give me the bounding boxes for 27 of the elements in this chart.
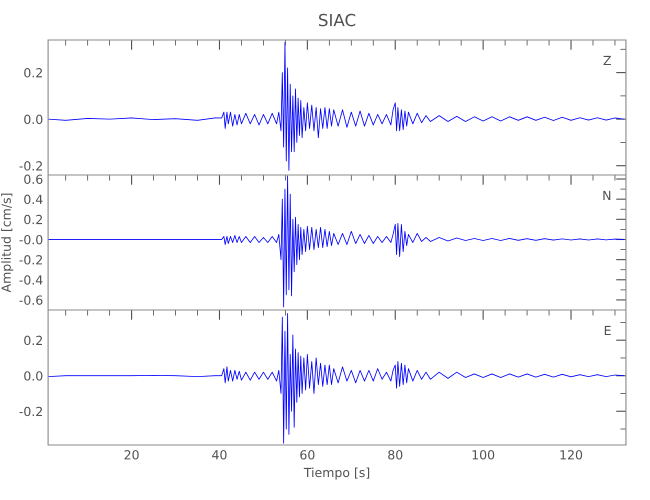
y-tick-label: -0.2 — [19, 161, 42, 171]
annotation: N — [603, 190, 610, 200]
y-tick-label: 0.2 — [24, 214, 42, 224]
annotation: E — [604, 326, 611, 336]
y-axis-title: Amplitud [cm/s] — [1, 194, 14, 292]
y-tick-label: -0.4 — [19, 275, 43, 285]
line-series — [48, 313, 624, 444]
y-tick-label: 0.2 — [24, 336, 42, 346]
y-tick-label: -0.0 — [19, 234, 42, 244]
y-tick-label: 0.2 — [24, 68, 42, 78]
annotation: Z — [604, 56, 611, 66]
y-tick-label: -0.2 — [19, 255, 42, 265]
chart-title: SIAC — [319, 14, 356, 26]
y-tick-label: -0.6 — [19, 295, 42, 305]
x-tick-label: 80 — [388, 450, 402, 460]
y-tick-label: 0.0 — [24, 371, 42, 381]
x-tick-label: 100 — [472, 450, 494, 460]
line-series — [48, 42, 624, 171]
x-tick-label: 40 — [212, 450, 227, 460]
x-tick-label: 20 — [124, 450, 139, 460]
y-tick-label: 0.0 — [24, 114, 42, 124]
y-tick-label: 0.6 — [24, 174, 42, 184]
x-tick-label: 120 — [560, 450, 582, 460]
x-tick-label: 60 — [300, 450, 314, 460]
y-tick-label: -0.2 — [19, 406, 42, 416]
y-tick-label: 0.4 — [24, 194, 43, 204]
x-axis-title: Tiempo [s] — [304, 468, 370, 480]
